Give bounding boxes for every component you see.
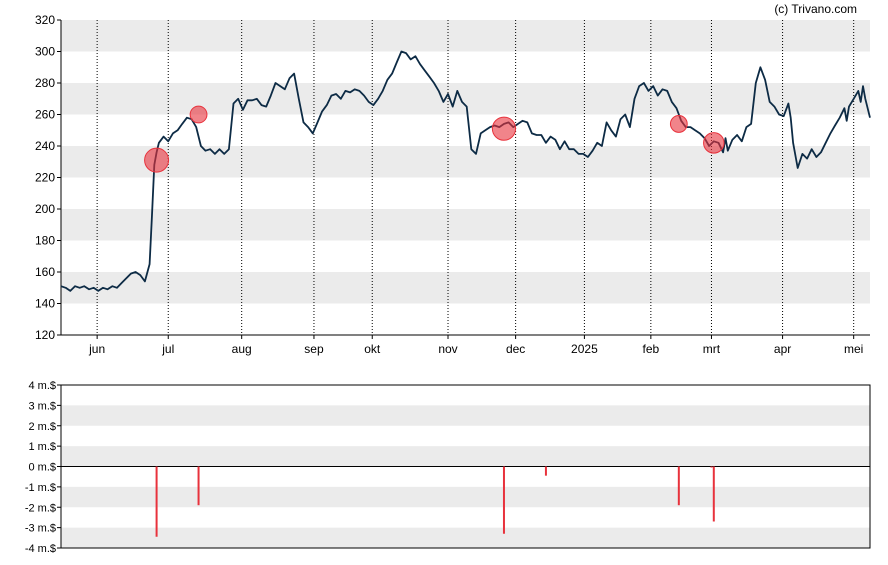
y-tick-label: 280 — [35, 76, 55, 90]
insider-bubble — [669, 115, 688, 133]
insider-bubble — [491, 116, 517, 141]
grid-band — [61, 527, 870, 548]
x-tick-label: feb — [643, 342, 660, 356]
x-tick-label: mrt — [703, 342, 721, 356]
y-tick-label: 2 m.$ — [28, 421, 56, 433]
price-chart: jun jul aug sep okt nov dec 2025 feb mrt apr mei 120… — [35, 13, 871, 356]
grid-band — [61, 209, 870, 241]
y-tick-label: 3 m.$ — [28, 400, 56, 412]
grid-band — [61, 272, 870, 304]
x-tick-label: dec — [506, 342, 525, 356]
y-tick-label: 0 m.$ — [28, 462, 56, 474]
y-tick-label: 120 — [35, 328, 55, 342]
x-tick-label: jul — [161, 342, 174, 356]
y-tick-label: -3 m.$ — [25, 523, 56, 535]
insider-bubble — [703, 132, 725, 154]
y-tick-label: 300 — [35, 45, 55, 59]
y-tick-label: -4 m.$ — [25, 543, 56, 555]
y-tick-label: 180 — [35, 234, 55, 248]
x-tick-label: apr — [774, 342, 791, 356]
x-tick-label: okt — [364, 342, 381, 356]
x-tick-label: sep — [304, 342, 324, 356]
grid-band — [61, 146, 870, 178]
y-tick-label: 160 — [35, 265, 55, 279]
insider-bubble — [144, 147, 170, 173]
y-tick-label: 1 m.$ — [28, 441, 56, 453]
y-tick-label: 4 m.$ — [28, 380, 56, 392]
y-tick-label: -1 m.$ — [25, 482, 56, 494]
x-tick-label: nov — [438, 342, 457, 356]
y-tick-label: 200 — [35, 202, 55, 216]
grid-band — [61, 405, 870, 426]
insider-transactions-chart: -4 m.$ -3 m.$ -2 m.$ -1 m.$ 0 m.$ 1 m.$ 2 m.$ 3… — [25, 380, 871, 555]
x-tick-label: 2025 — [571, 342, 598, 356]
y-tick-label: 320 — [35, 13, 55, 27]
insider-bubble — [189, 105, 208, 124]
x-tick-label: jun — [88, 342, 105, 356]
y-tick-label: -2 m.$ — [25, 502, 56, 514]
x-tick-label: mei — [844, 342, 863, 356]
y-tick-label: 240 — [35, 139, 55, 153]
credit-text: (c) Trivano.com — [774, 2, 857, 16]
grid-band — [61, 446, 870, 467]
y-tick-label: 220 — [35, 171, 55, 185]
grid-band — [61, 20, 870, 52]
grid-band — [61, 83, 870, 115]
y-tick-label: 140 — [35, 297, 55, 311]
x-tick-label: aug — [232, 342, 252, 356]
grid-band — [61, 486, 870, 508]
y-tick-label: 260 — [35, 108, 55, 122]
